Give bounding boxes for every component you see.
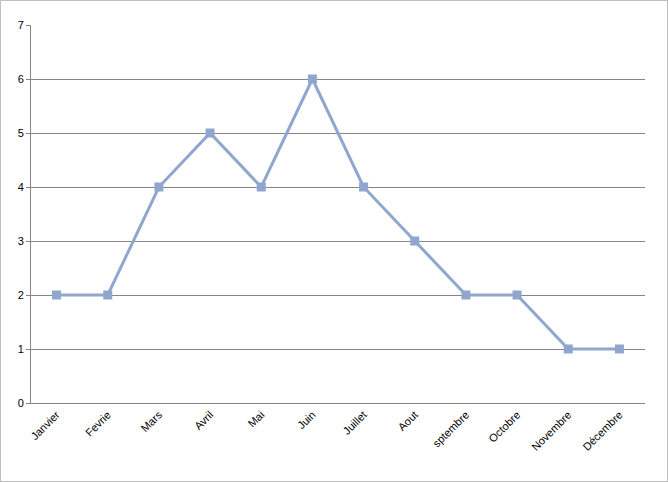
svg-text:Janvier: Janvier bbox=[28, 408, 62, 442]
svg-text:sptembre: sptembre bbox=[430, 409, 471, 450]
svg-text:1: 1 bbox=[18, 343, 24, 355]
svg-text:Décembre: Décembre bbox=[580, 409, 624, 453]
svg-text:Juin: Juin bbox=[295, 409, 318, 432]
svg-text:Novembre: Novembre bbox=[529, 409, 573, 453]
svg-text:Aout: Aout bbox=[396, 409, 420, 433]
svg-text:Avril: Avril bbox=[192, 409, 215, 432]
svg-text:5: 5 bbox=[18, 127, 24, 139]
svg-text:7: 7 bbox=[18, 19, 24, 31]
svg-text:Fevrie: Fevrie bbox=[83, 409, 113, 439]
svg-text:Mai: Mai bbox=[246, 409, 267, 430]
svg-text:2: 2 bbox=[18, 289, 24, 301]
svg-text:Mars: Mars bbox=[138, 408, 164, 434]
svg-text:Octobre: Octobre bbox=[486, 409, 522, 445]
svg-text:3: 3 bbox=[18, 235, 24, 247]
svg-text:4: 4 bbox=[18, 181, 24, 193]
svg-text:0: 0 bbox=[18, 397, 24, 409]
svg-text:6: 6 bbox=[18, 73, 24, 85]
svg-text:Juillet: Juillet bbox=[341, 409, 369, 437]
